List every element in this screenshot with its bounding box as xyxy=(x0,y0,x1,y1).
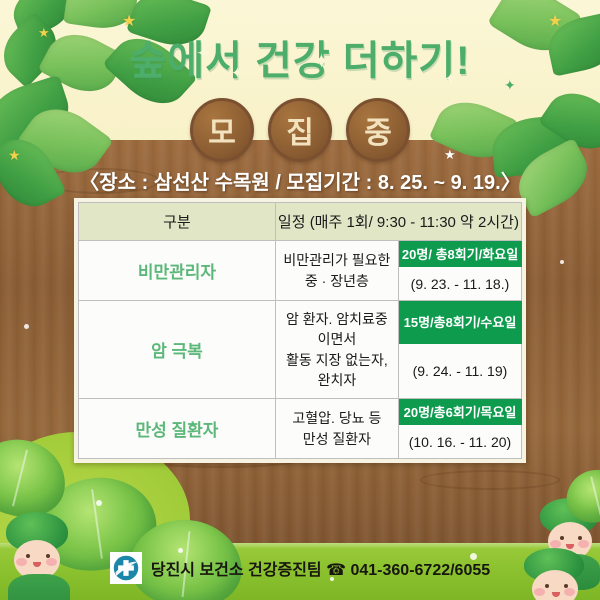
header-schedule: 일정 (매주 1회/ 9:30 - 11:30 약 2시간) xyxy=(274,202,523,241)
subtitle-location-period: 〈장소 : 삼선산 수목원 / 모집기간 : 8. 25. ~ 9. 19.〉 xyxy=(79,172,521,194)
footer-contact: 당진시 보건소 건강증진팀 ☎ 041-360-6722/6055 xyxy=(0,552,600,584)
star-icon: ★ xyxy=(38,25,50,40)
recruiting-badges: 모 집 중 xyxy=(0,98,600,162)
dangjin-health-center-logo xyxy=(109,552,142,584)
star-icon: ★ xyxy=(8,147,21,163)
table-row: 만성 질환자 고혈압. 당뇨 등 만성 질환자 20명/총6회기/목요일 xyxy=(78,398,523,460)
page-title: 숲에서 건강 더하기! xyxy=(129,39,471,83)
table-row-date: (9. 23. - 11. 18.) xyxy=(79,266,523,301)
row-category: 만성 질환자 xyxy=(78,398,276,460)
row-description: 암 환자. 암치료중이면서 활동 지장 없는자, 완치자 xyxy=(274,299,399,400)
table-row: 암 극복 암 환자. 암치료중이면서 활동 지장 없는자, 완치자 15명/총8… xyxy=(78,299,523,400)
forest-sprite-character xyxy=(524,548,592,600)
table-header-row: 구분 일정 (매주 1회/ 9:30 - 11:30 약 2시간) xyxy=(78,202,523,241)
badge-circle-3: 중 xyxy=(346,98,410,162)
row-description-line1: 암 환자. 암치료중이면서 xyxy=(285,311,388,348)
row-info-date: (10. 16. - 11. 20) xyxy=(397,424,523,460)
row-category: 비만관리자 xyxy=(78,240,276,301)
table-row: 비만관리자 비만관리가 필요한 중 · 장년층 20명/ 총8회기/화요일 xyxy=(78,240,523,301)
row-description-line1: 고혈압. 당뇨 등 xyxy=(292,410,382,427)
row-info-badge: 20명/총6회기/목요일 xyxy=(397,398,523,426)
row-description-line2: 만성 질환자 xyxy=(302,430,372,447)
badge-circle-2: 집 xyxy=(268,98,332,162)
row-info-badge: 15명/총8회기/수요일 xyxy=(397,300,523,344)
footer-text: 당진시 보건소 건강증진팀 ☎ 041-360-6722/6055 xyxy=(150,562,491,579)
header-category: 구분 xyxy=(78,202,276,241)
row-description-line2: 활동 지장 없는자, 완치자 xyxy=(285,351,388,388)
row-description: 비만관리가 필요한 중 · 장년층 xyxy=(274,240,399,301)
row-info-badge: 20명/ 총8회기/화요일 xyxy=(397,240,523,267)
star-icon: ★ xyxy=(122,13,137,30)
table-body: 비만관리자 비만관리가 필요한 중 · 장년층 20명/ 총8회기/화요일 (9… xyxy=(78,240,523,460)
table-row-date: (9. 24. - 11. 19) xyxy=(79,342,523,400)
row-description-line2: 중 · 장년층 xyxy=(304,272,369,289)
star-icon: ★ xyxy=(548,13,563,30)
row-info-date: (9. 23. - 11. 18.) xyxy=(397,266,523,301)
row-category: 암 극복 xyxy=(78,299,276,400)
row-info-date: (9. 24. - 11. 19) xyxy=(397,342,523,400)
table-row-date: (10. 16. - 11. 20) xyxy=(79,424,523,460)
table-header: 구분 일정 (매주 1회/ 9:30 - 11:30 약 2시간) xyxy=(78,202,523,241)
forest-sprite-character xyxy=(6,512,76,600)
star-icon: ★ xyxy=(444,147,456,162)
program-table-frame: 구분 일정 (매주 1회/ 9:30 - 11:30 약 2시간) 비만관리자 … xyxy=(74,198,526,464)
row-description-line1: 비만관리가 필요한 xyxy=(283,252,391,269)
program-table: 구분 일정 (매주 1회/ 9:30 - 11:30 약 2시간) 비만관리자 … xyxy=(78,202,523,460)
row-description: 고혈압. 당뇨 등 만성 질환자 xyxy=(274,398,399,460)
badge-circle-1: 모 xyxy=(190,98,254,162)
